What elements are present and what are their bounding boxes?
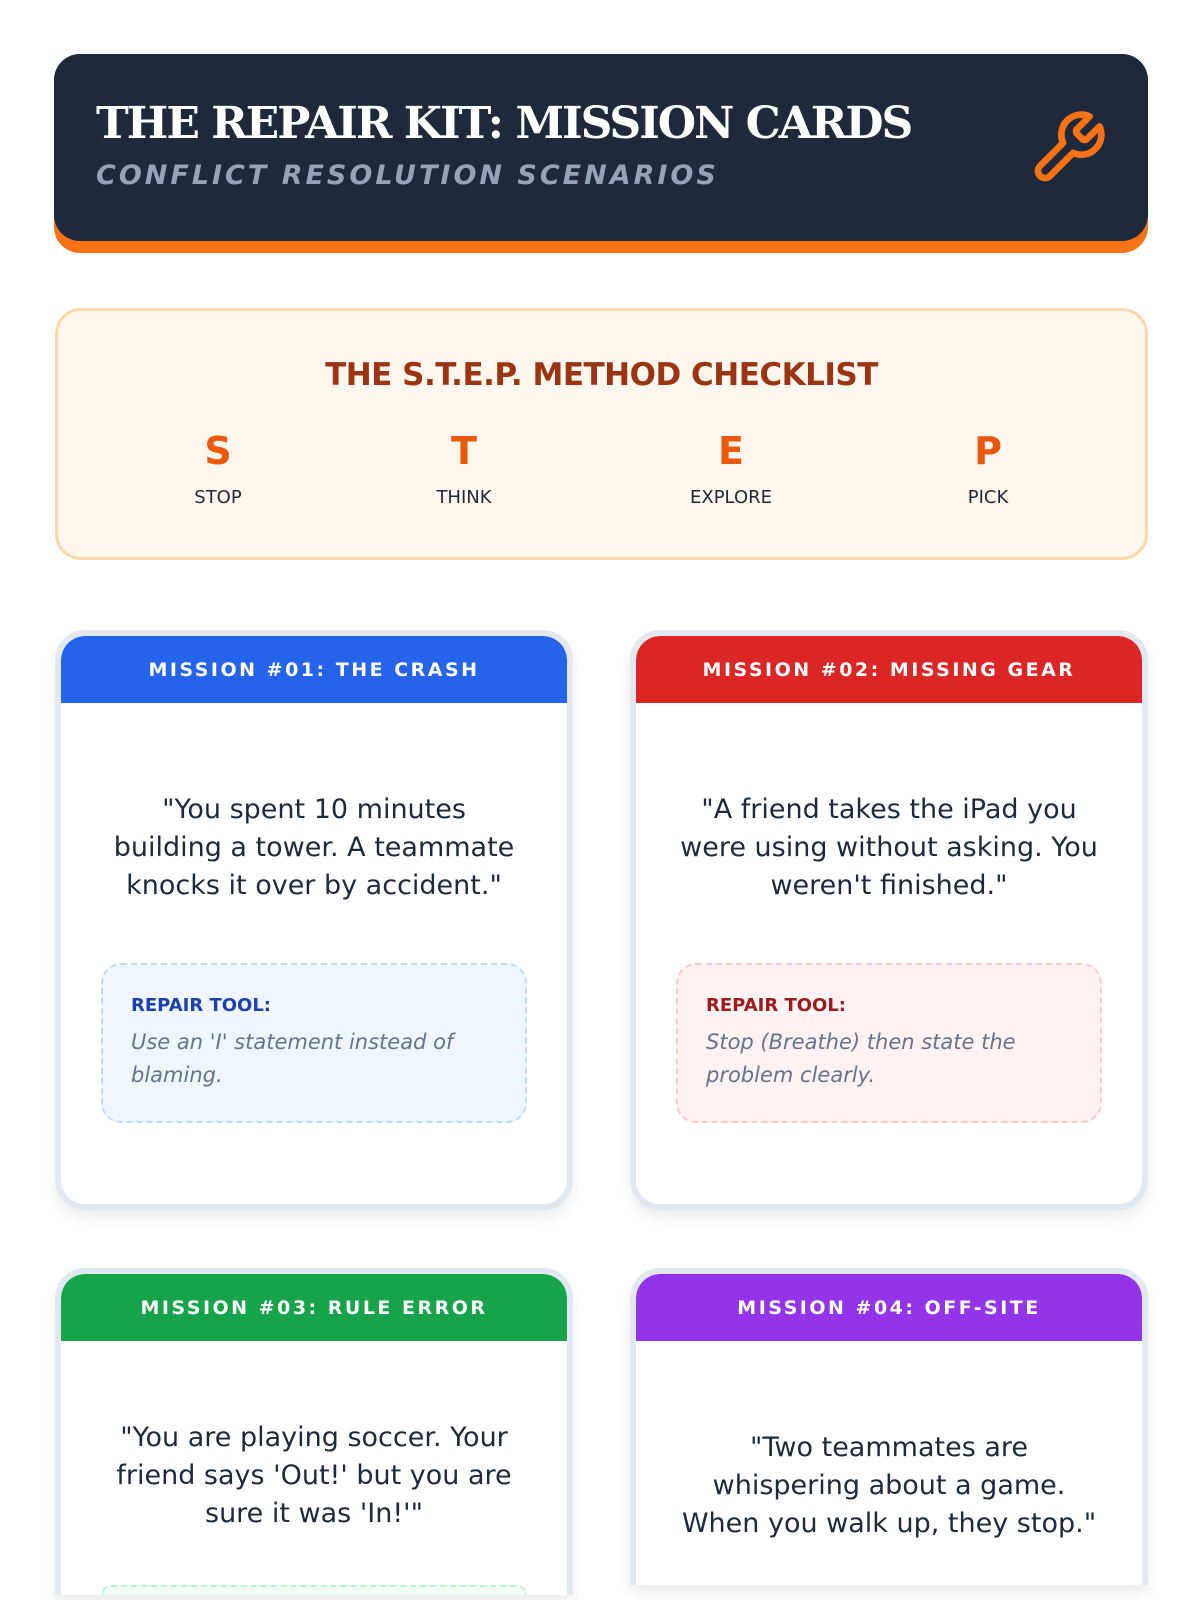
step-checklist: THE S.T.E.P. METHOD CHECKLIST S STOP T T…	[55, 308, 1148, 560]
checklist-title: THE S.T.E.P. METHOD CHECKLIST	[325, 357, 878, 393]
mission-card-03: MISSION #03: RULE ERROR "You are playing…	[55, 1268, 573, 1595]
card-header: MISSION #04: OFF-SITE	[636, 1274, 1142, 1341]
repair-tool-text: Stop (Breathe) then state the problem cl…	[706, 1030, 1016, 1087]
page-title: THE REPAIR KIT: MISSION CARDS	[96, 98, 913, 149]
repair-tool-label: REPAIR TOOL:	[706, 995, 847, 1016]
page-subtitle: CONFLICT RESOLUTION SCENARIOS	[96, 160, 719, 191]
step-letter: E	[718, 429, 744, 473]
card-header: MISSION #02: MISSING GEAR	[636, 636, 1142, 703]
card-scenario: "You spent 10 minutes building a tower. …	[113, 794, 515, 901]
repair-tool-label: REPAIR TOOL:	[131, 995, 272, 1016]
repair-tool-box	[101, 1585, 527, 1595]
repair-tool-box: REPAIR TOOL: Stop (Breathe) then state t…	[676, 963, 1102, 1123]
step-word: EXPLORE	[690, 487, 772, 508]
step-word: STOP	[194, 487, 242, 508]
step-think: T THINK	[384, 429, 544, 508]
card-scenario: "You are playing soccer. Your friend say…	[116, 1422, 512, 1529]
step-word: PICK	[967, 487, 1009, 508]
card-header: MISSION #03: RULE ERROR	[61, 1274, 567, 1341]
step-pick: P PICK	[908, 429, 1068, 508]
step-explore: E EXPLORE	[651, 429, 811, 508]
mission-card-01: MISSION #01: THE CRASH "You spent 10 min…	[55, 630, 573, 1210]
repair-tool-box: REPAIR TOOL: Use an 'I' statement instea…	[101, 963, 527, 1123]
repair-tool-text: Use an 'I' statement instead of blaming.	[131, 1030, 454, 1087]
step-letter: T	[451, 429, 477, 473]
page-header: THE REPAIR KIT: MISSION CARDS CONFLICT R…	[54, 54, 1148, 253]
step-word: THINK	[436, 487, 492, 508]
mission-card-02: MISSION #02: MISSING GEAR "A friend take…	[630, 630, 1148, 1210]
card-scenario: "A friend takes the iPad you were using …	[680, 794, 1098, 901]
step-letter: P	[974, 429, 1002, 473]
card-scenario: "Two teammates are whispering about a ga…	[681, 1432, 1097, 1539]
header-panel: THE REPAIR KIT: MISSION CARDS CONFLICT R…	[54, 54, 1148, 241]
mission-card-04: MISSION #04: OFF-SITE "Two teammates are…	[630, 1268, 1148, 1585]
card-header: MISSION #01: THE CRASH	[61, 636, 567, 703]
wrench-icon	[1034, 111, 1105, 182]
step-letter: S	[204, 429, 232, 473]
step-stop: S STOP	[138, 429, 298, 508]
